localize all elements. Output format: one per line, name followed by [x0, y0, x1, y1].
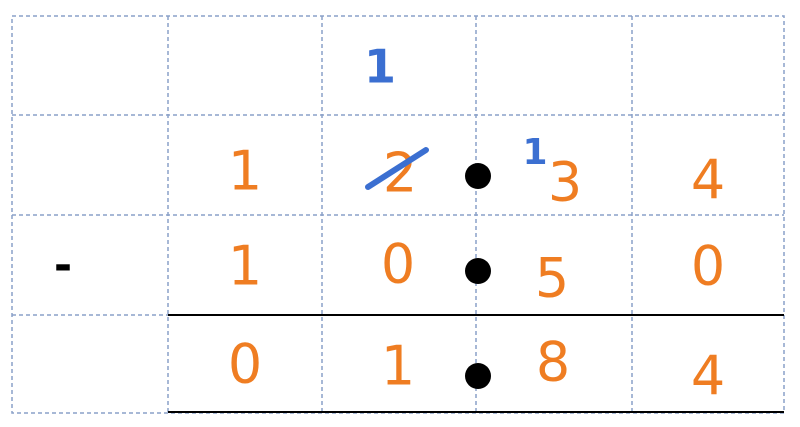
result-tens: 0	[228, 333, 262, 396]
subtrahend-tens: 1	[228, 235, 262, 298]
result-tenths: 8	[536, 331, 570, 394]
decimal-point	[465, 258, 491, 284]
minuend-tens: 1	[228, 140, 262, 203]
strike-through	[365, 147, 429, 190]
decimal-point	[465, 363, 491, 389]
decimal-point	[465, 163, 491, 189]
minus-operator: -	[54, 240, 72, 291]
minuend-tenths: 3	[548, 151, 582, 214]
minuend-hundredths: 4	[691, 149, 725, 212]
borrow-digit: 1	[364, 40, 396, 94]
subtrahend-tenths: 5	[535, 247, 569, 310]
subtrahend-hundredths: 0	[691, 235, 725, 298]
result-ones: 1	[381, 335, 415, 398]
borrow-tenths: 1	[522, 132, 547, 173]
subtrahend-ones: 0	[381, 233, 415, 296]
result-hundredths: 4	[691, 345, 725, 408]
